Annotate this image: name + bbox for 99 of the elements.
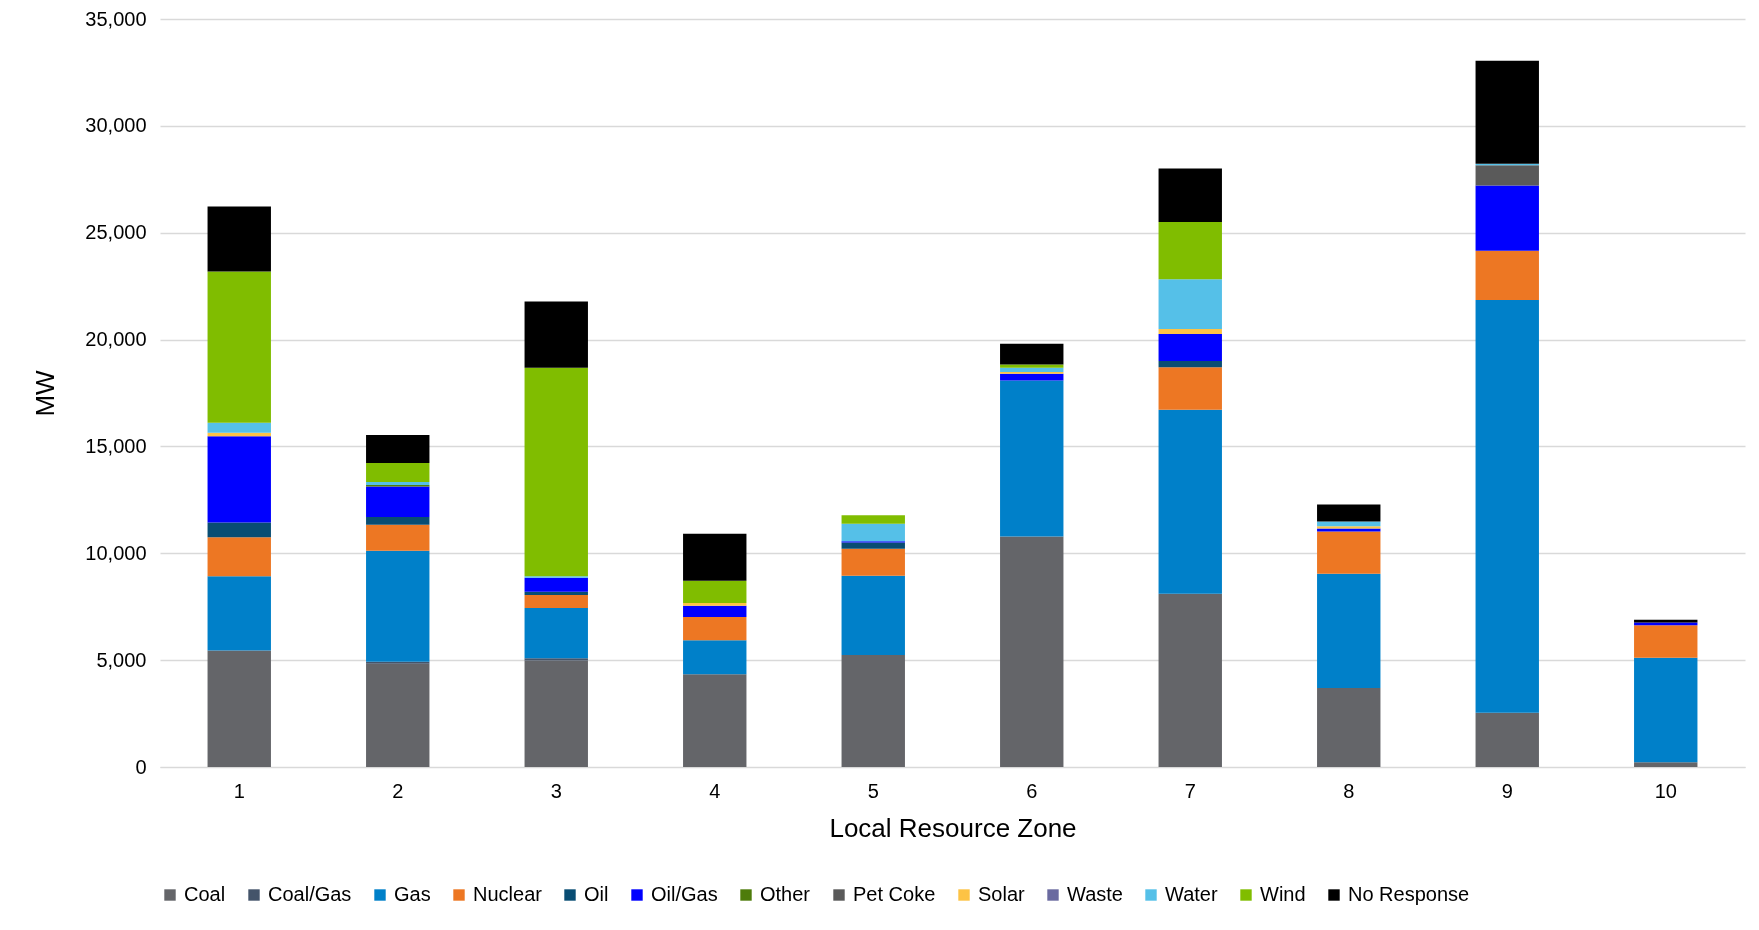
bar bbox=[841, 523, 905, 542]
bar bbox=[841, 515, 905, 524]
x-tick-label: 10 bbox=[1654, 779, 1677, 802]
bar bbox=[683, 603, 747, 606]
bar bbox=[1317, 531, 1381, 574]
bar bbox=[524, 660, 588, 767]
x-tick-label: 8 bbox=[1343, 779, 1355, 802]
bar bbox=[1475, 250, 1539, 301]
bar bbox=[207, 650, 271, 767]
bar bbox=[1634, 625, 1698, 658]
bar bbox=[366, 516, 430, 525]
bar bbox=[366, 661, 430, 664]
bar bbox=[1158, 367, 1222, 410]
legend-label: Coal/Gas bbox=[268, 883, 352, 905]
y-tick-label: 0 bbox=[135, 755, 147, 778]
bar bbox=[207, 422, 271, 433]
x-tick-label: 2 bbox=[392, 779, 404, 802]
y-tick-label: 30,000 bbox=[85, 114, 147, 137]
bar bbox=[366, 463, 430, 483]
bar bbox=[683, 674, 747, 767]
bar bbox=[1158, 168, 1222, 223]
bar bbox=[207, 537, 271, 577]
bar bbox=[1317, 521, 1381, 527]
bar bbox=[524, 608, 588, 659]
bar bbox=[1158, 222, 1222, 280]
y-tick-label: 15,000 bbox=[85, 434, 147, 457]
bar bbox=[1475, 60, 1539, 164]
x-tick-label: 6 bbox=[1026, 779, 1038, 802]
y-tick-label: 25,000 bbox=[85, 221, 147, 244]
y-axis-title: MW bbox=[30, 369, 61, 417]
bar bbox=[1475, 185, 1539, 251]
bar bbox=[1000, 364, 1064, 368]
bar bbox=[366, 486, 430, 517]
bar bbox=[524, 301, 588, 368]
bar bbox=[366, 435, 430, 464]
legend-label: Other bbox=[760, 883, 811, 905]
bar bbox=[1000, 536, 1064, 767]
bar bbox=[366, 524, 430, 551]
y-tick-label: 35,000 bbox=[85, 7, 147, 30]
bar bbox=[524, 577, 588, 592]
bar bbox=[366, 550, 430, 662]
bar bbox=[841, 655, 905, 767]
bar bbox=[1475, 165, 1539, 186]
bar bbox=[1158, 329, 1222, 335]
bar bbox=[1475, 712, 1539, 767]
x-tick-label: 3 bbox=[550, 779, 562, 802]
bar bbox=[1000, 367, 1064, 373]
bar bbox=[207, 522, 271, 538]
x-tick-label: 4 bbox=[709, 779, 721, 802]
legend-label: Pet Coke bbox=[853, 883, 936, 905]
bar bbox=[524, 658, 588, 661]
bar bbox=[683, 605, 747, 617]
bar bbox=[683, 533, 747, 581]
bar bbox=[683, 616, 747, 641]
legend-label: Solar bbox=[978, 883, 1026, 905]
bar bbox=[207, 436, 271, 523]
bar bbox=[1634, 657, 1698, 763]
x-tick-label: 5 bbox=[867, 779, 879, 802]
legend-label: Oil/Gas bbox=[651, 883, 718, 905]
bar bbox=[1158, 360, 1222, 368]
bar bbox=[524, 367, 588, 577]
bar bbox=[1634, 762, 1698, 767]
bar bbox=[1475, 300, 1539, 713]
bar bbox=[1000, 373, 1064, 381]
legend-label: Oil bbox=[584, 883, 609, 905]
x-tick-label: 7 bbox=[1184, 779, 1196, 802]
bar bbox=[1158, 593, 1222, 767]
bar bbox=[207, 576, 271, 651]
legend-label: Waste bbox=[1067, 883, 1123, 905]
bar bbox=[1317, 504, 1381, 522]
bar bbox=[683, 640, 747, 675]
bar bbox=[1158, 279, 1222, 330]
bar bbox=[841, 542, 905, 549]
x-tick-label: 1 bbox=[233, 779, 245, 802]
bar bbox=[1158, 334, 1222, 361]
bar bbox=[207, 271, 271, 423]
bar bbox=[366, 663, 430, 767]
bar bbox=[683, 580, 747, 604]
bar bbox=[524, 591, 588, 595]
bar bbox=[1317, 573, 1381, 688]
legend-label: Coal bbox=[184, 883, 226, 905]
legend-label: No Response bbox=[1348, 883, 1470, 905]
y-tick-label: 10,000 bbox=[85, 541, 147, 564]
bar bbox=[207, 206, 271, 272]
legend-label: Nuclear bbox=[473, 883, 543, 905]
bar bbox=[1317, 687, 1381, 767]
bar bbox=[1000, 380, 1064, 537]
x-tick-label: 9 bbox=[1501, 779, 1513, 802]
bar bbox=[1158, 409, 1222, 594]
y-tick-label: 20,000 bbox=[85, 328, 147, 351]
bar bbox=[524, 594, 588, 608]
bar bbox=[841, 548, 905, 576]
y-tick-label: 5,000 bbox=[96, 648, 147, 671]
legend-label: Water bbox=[1165, 883, 1218, 905]
bar bbox=[1000, 343, 1064, 365]
legend-label: Gas bbox=[394, 883, 431, 905]
x-axis-title: Local Resource Zone bbox=[829, 812, 1077, 843]
legend-label: Wind bbox=[1260, 883, 1306, 905]
bar bbox=[841, 575, 905, 656]
